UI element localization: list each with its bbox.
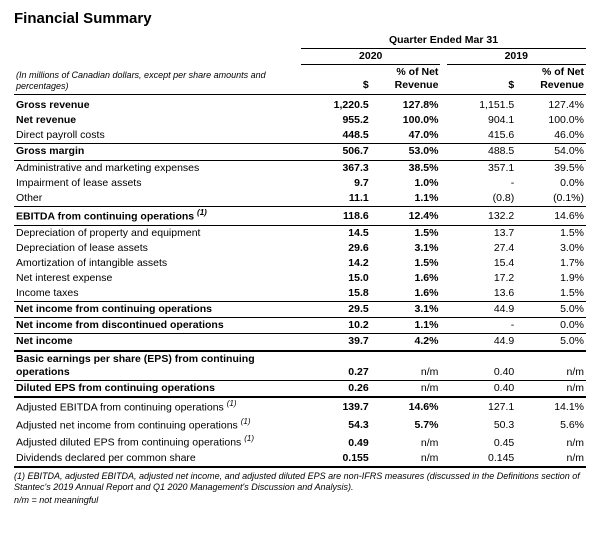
row-dep-lease: Depreciation of lease assets 29.6 3.1% 2… xyxy=(14,241,586,256)
row-amort: Amortization of intangible assets 14.2 1… xyxy=(14,256,586,271)
row-admin-mkt: Administrative and marketing expenses 36… xyxy=(14,160,586,176)
row-adj-ni: Adjusted net income from continuing oper… xyxy=(14,416,586,434)
col-pct-b: % of Net Revenue xyxy=(516,65,586,94)
col-dollar-a: $ xyxy=(301,65,371,94)
footnote-1: (1) EBITDA, adjusted EBITDA, adjusted ne… xyxy=(14,471,586,493)
row-ni-cont: Net income from continuing operations 29… xyxy=(14,302,586,318)
row-gross-margin: Gross margin 506.7 53.0% 488.5 54.0% xyxy=(14,144,586,160)
row-other: Other 11.1 1.1% (0.8) (0.1%) xyxy=(14,191,586,207)
year-2020: 2020 xyxy=(301,49,440,65)
row-impair-lease: Impairment of lease assets 9.7 1.0% - 0.… xyxy=(14,176,586,191)
row-gross-revenue: Gross revenue 1,220.5 127.8% 1,151.5 127… xyxy=(14,98,586,113)
financial-summary-table: Quarter Ended Mar 31 2020 2019 (In milli… xyxy=(14,33,586,468)
page-title: Financial Summary xyxy=(14,10,586,27)
row-ni-disc: Net income from discontinued operations … xyxy=(14,318,586,334)
row-net-int: Net interest expense 15.0 1.6% 17.2 1.9% xyxy=(14,271,586,286)
col-pct-a: % of Net Revenue xyxy=(371,65,441,94)
row-net-revenue: Net revenue 955.2 100.0% 904.1 100.0% xyxy=(14,113,586,128)
row-direct-payroll: Direct payroll costs 448.5 47.0% 415.6 4… xyxy=(14,128,586,144)
units-note: (In millions of Canadian dollars, except… xyxy=(14,65,301,94)
row-dep-pe: Depreciation of property and equipment 1… xyxy=(14,225,586,241)
row-ebitda: EBITDA from continuing operations (1) 11… xyxy=(14,206,586,225)
row-dividends: Dividends declared per common share 0.15… xyxy=(14,451,586,467)
row-adj-dil-eps: Adjusted diluted EPS from continuing ope… xyxy=(14,433,586,451)
row-basic-eps: Basic earnings per share (EPS) from cont… xyxy=(14,351,586,381)
period-header: Quarter Ended Mar 31 xyxy=(301,33,586,49)
row-dil-eps: Diluted EPS from continuing operations 0… xyxy=(14,380,586,397)
col-dollar-b: $ xyxy=(447,65,517,94)
footnote-nm: n/m = not meaningful xyxy=(14,495,586,506)
year-2019: 2019 xyxy=(447,49,586,65)
row-net-income: Net income 39.7 4.2% 44.9 5.0% xyxy=(14,334,586,351)
row-inc-tax: Income taxes 15.8 1.6% 13.6 1.5% xyxy=(14,286,586,302)
row-adj-ebitda: Adjusted EBITDA from continuing operatio… xyxy=(14,397,586,416)
